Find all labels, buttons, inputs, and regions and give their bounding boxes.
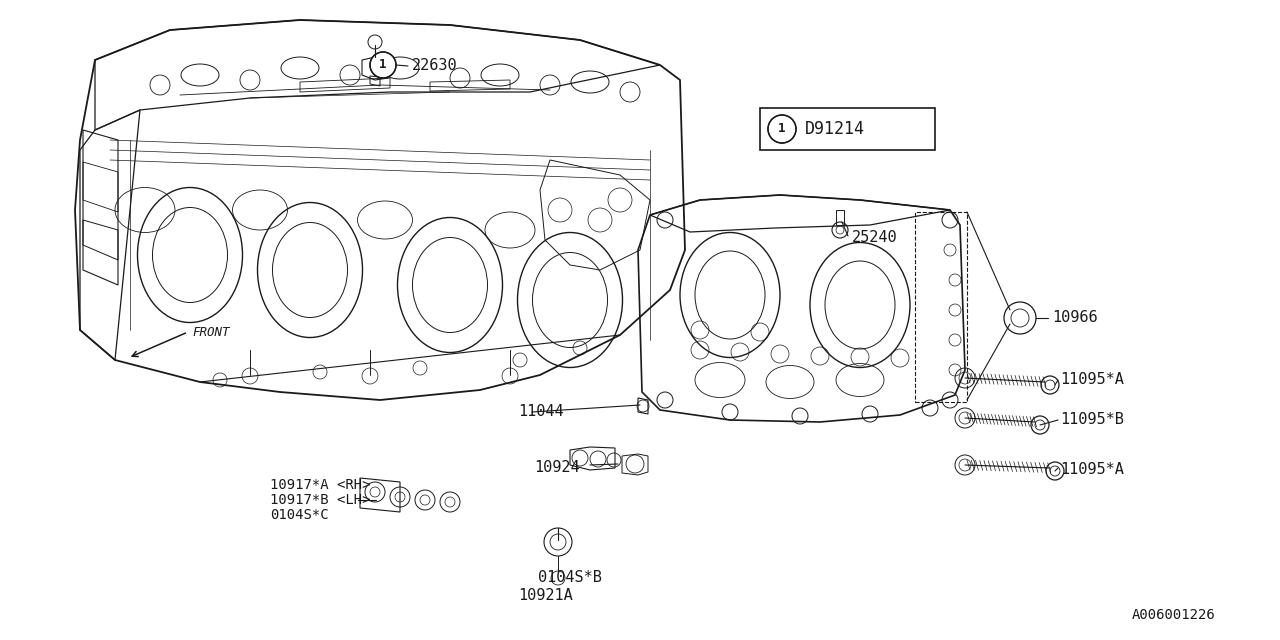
Text: 0104S*C: 0104S*C [270, 508, 329, 522]
Text: 11095*A: 11095*A [1060, 372, 1124, 387]
Text: D91214: D91214 [805, 120, 865, 138]
Text: 1: 1 [778, 122, 786, 136]
Text: 10921A: 10921A [518, 589, 572, 604]
Text: FRONT: FRONT [192, 326, 229, 339]
Text: 11044: 11044 [518, 404, 563, 419]
Text: 10924: 10924 [534, 460, 580, 474]
Circle shape [768, 115, 796, 143]
Text: 11095*A: 11095*A [1060, 463, 1124, 477]
Text: A006001226: A006001226 [1132, 608, 1215, 622]
Text: 0104S*B: 0104S*B [538, 570, 602, 586]
Bar [915, 212, 966, 402]
Text: 25240: 25240 [852, 230, 897, 246]
Bar [760, 108, 934, 150]
Text: 1: 1 [379, 58, 387, 72]
Text: 10917*B <LH>: 10917*B <LH> [270, 493, 370, 507]
Circle shape [370, 52, 396, 78]
Text: 10917*A <RH>: 10917*A <RH> [270, 478, 370, 492]
Text: 22630: 22630 [412, 58, 458, 74]
Text: 11095*B: 11095*B [1060, 413, 1124, 428]
Text: 10966: 10966 [1052, 310, 1098, 326]
